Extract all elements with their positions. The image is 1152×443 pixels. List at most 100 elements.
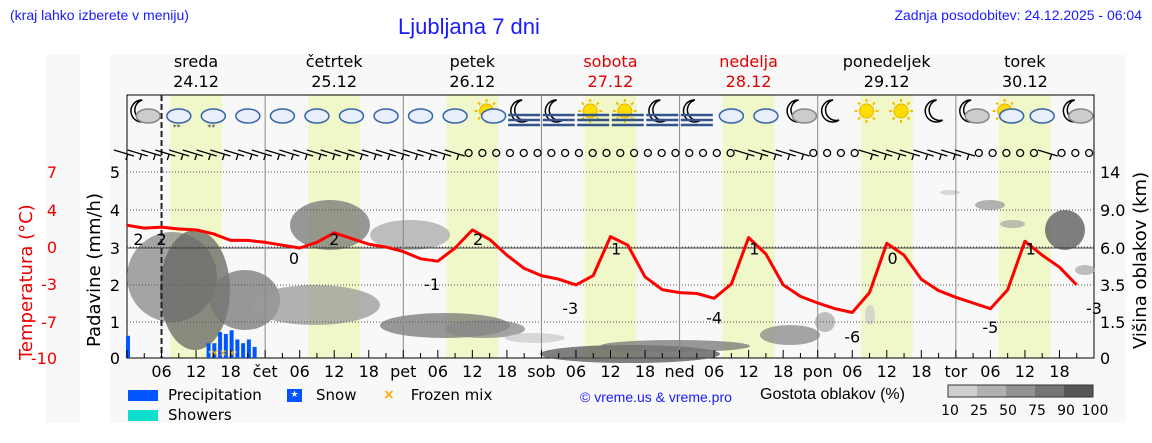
svg-text:2: 2	[110, 276, 120, 295]
svg-text:*: *	[221, 350, 224, 357]
day-date: 24.12	[173, 72, 219, 91]
svg-text:12: 12	[1015, 362, 1035, 381]
svg-text:2: 2	[473, 230, 483, 249]
moon-cloud-icon	[959, 99, 990, 124]
svg-text:×: ×	[228, 348, 236, 359]
sun-icon	[889, 99, 914, 123]
day-header-0: sreda 24.12	[127, 52, 265, 92]
svg-text:12: 12	[462, 362, 482, 381]
cloud-icon	[718, 108, 745, 124]
temperature-line	[126, 223, 1078, 314]
sun-cloud-icon	[474, 99, 507, 124]
precipitation-axis-title: Padavine (mm/h)	[84, 193, 105, 347]
day-date: 29.12	[863, 72, 910, 91]
showers-swatch	[128, 409, 158, 421]
cloud-density-layer	[127, 190, 1095, 363]
cloud-icon	[442, 108, 468, 124]
temperature-axis-title: Temperatura (°C)	[16, 204, 37, 360]
left-axis-panel	[45, 55, 80, 423]
svg-text:*: *	[183, 350, 186, 357]
moon-cloud-icon	[786, 99, 818, 124]
cloud-icon	[304, 108, 330, 124]
weather-icons-row: ** **	[130, 99, 1094, 132]
grid-lines	[127, 95, 1094, 358]
svg-text:06: 06	[151, 362, 171, 381]
svg-text:4: 4	[47, 201, 57, 220]
svg-text:06: 06	[289, 362, 309, 381]
svg-text:×: ×	[219, 348, 227, 359]
svg-text:18: 18	[911, 362, 931, 381]
day-name: ponedeljek	[842, 52, 931, 71]
cloud-icon	[235, 108, 261, 124]
svg-text:4: 4	[110, 201, 120, 220]
day-name: četrtek	[305, 52, 363, 71]
svg-text:sob: sob	[527, 362, 555, 381]
day-date: 27.12	[587, 72, 634, 91]
svg-text:0: 0	[47, 238, 57, 257]
svg-text:pet: pet	[390, 362, 416, 381]
region-hint-link[interactable]: (kraj lahko izberete v meniju)	[10, 7, 189, 23]
sun-fog-icon	[611, 99, 644, 127]
svg-text:1: 1	[1026, 240, 1036, 259]
legend-precipitation-label: Precipitation	[168, 386, 262, 404]
moon-cloud-icon	[1062, 99, 1094, 124]
day-date: 26.12	[449, 72, 496, 91]
day-date: 28.12	[725, 72, 772, 91]
svg-text:18: 18	[359, 362, 379, 381]
day-header-6: torek 30.12	[956, 52, 1094, 92]
svg-text:1: 1	[749, 240, 759, 259]
legend-precipitation: Precipitation	[128, 386, 262, 404]
snow-icon: ★	[287, 388, 302, 402]
svg-text:**: **	[207, 123, 215, 132]
svg-text:06: 06	[980, 362, 1000, 381]
svg-text:12: 12	[600, 362, 620, 381]
cloud-icon	[407, 108, 434, 124]
svg-text:*: *	[202, 350, 205, 357]
svg-text:tor: tor	[945, 362, 968, 381]
svg-text:ned: ned	[665, 362, 695, 381]
svg-text:3.5: 3.5	[1100, 276, 1125, 295]
svg-text:-7: -7	[41, 313, 57, 332]
svg-text:2: 2	[329, 230, 339, 249]
svg-text:50: 50	[999, 403, 1017, 419]
moon-fog-icon	[542, 99, 575, 127]
day-header-1: četrtek 25.12	[265, 52, 403, 92]
moon-cloud-icon	[130, 99, 162, 124]
cloud-icon	[753, 108, 779, 124]
cloud-icon	[373, 108, 399, 124]
svg-text:06: 06	[842, 362, 862, 381]
svg-text:18: 18	[773, 362, 793, 381]
svg-text:0: 0	[1100, 349, 1110, 368]
day-header-5: ponedeljek 29.12	[818, 52, 956, 92]
svg-text:06: 06	[428, 362, 448, 381]
legend-snow: ★ Snow	[287, 386, 356, 404]
svg-text:9.0: 9.0	[1100, 201, 1125, 220]
cloud-density-legend: 10 25 50 75 90 100	[941, 384, 1108, 419]
svg-text:12: 12	[324, 362, 344, 381]
svg-text:**: **	[173, 123, 181, 132]
copyright-link[interactable]: © vreme.us & vreme.pro	[580, 389, 732, 405]
svg-text:*: *	[215, 350, 218, 357]
day-header-4: nedelja 28.12	[680, 52, 818, 92]
frozen-mix-icon: ×	[383, 387, 395, 403]
svg-text:pon: pon	[803, 362, 833, 381]
legend-showers-label: Showers	[168, 406, 232, 424]
svg-text:12: 12	[738, 362, 758, 381]
svg-text:6.0: 6.0	[1100, 239, 1125, 258]
svg-text:0: 0	[110, 349, 120, 368]
day-name: nedelja	[719, 52, 778, 71]
svg-text:14: 14	[1100, 163, 1120, 182]
svg-text:-6: -6	[844, 328, 860, 347]
moon-icon	[820, 99, 840, 123]
svg-text:čet: čet	[253, 362, 278, 381]
svg-text:-5: -5	[982, 318, 998, 337]
cloud-density-label: Gostota oblakov (%)	[760, 386, 905, 403]
svg-text:0: 0	[887, 249, 897, 268]
svg-text:90: 90	[1057, 403, 1075, 419]
svg-text:18: 18	[635, 362, 655, 381]
svg-text:×: ×	[210, 348, 218, 359]
cloud-height-axis-title: Višina oblakov (km)	[1130, 171, 1151, 349]
moon-fog-icon	[508, 99, 541, 127]
svg-text:1.5: 1.5	[1100, 313, 1125, 332]
